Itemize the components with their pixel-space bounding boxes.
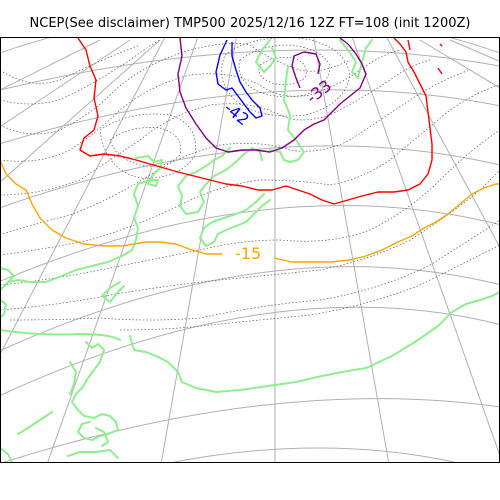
geopotential-contours bbox=[0, 37, 500, 331]
latitude-lines bbox=[0, 37, 500, 463]
map-title: NCEP(See disclaimer) TMP500 2025/12/16 1… bbox=[29, 16, 471, 31]
isotherm-minus-27 bbox=[77, 37, 443, 205]
isotherm-minus-33 bbox=[177, 37, 367, 153]
isotherm-label-minus-15: -15 bbox=[235, 244, 261, 263]
isotherm-label-minus-42: -42 bbox=[221, 98, 253, 129]
isotherm-label-minus-33: -33 bbox=[303, 76, 335, 107]
coastlines bbox=[0, 39, 500, 463]
isotherm-minus-15 bbox=[0, 159, 500, 263]
isotherm-minus-42 bbox=[215, 39, 263, 119]
